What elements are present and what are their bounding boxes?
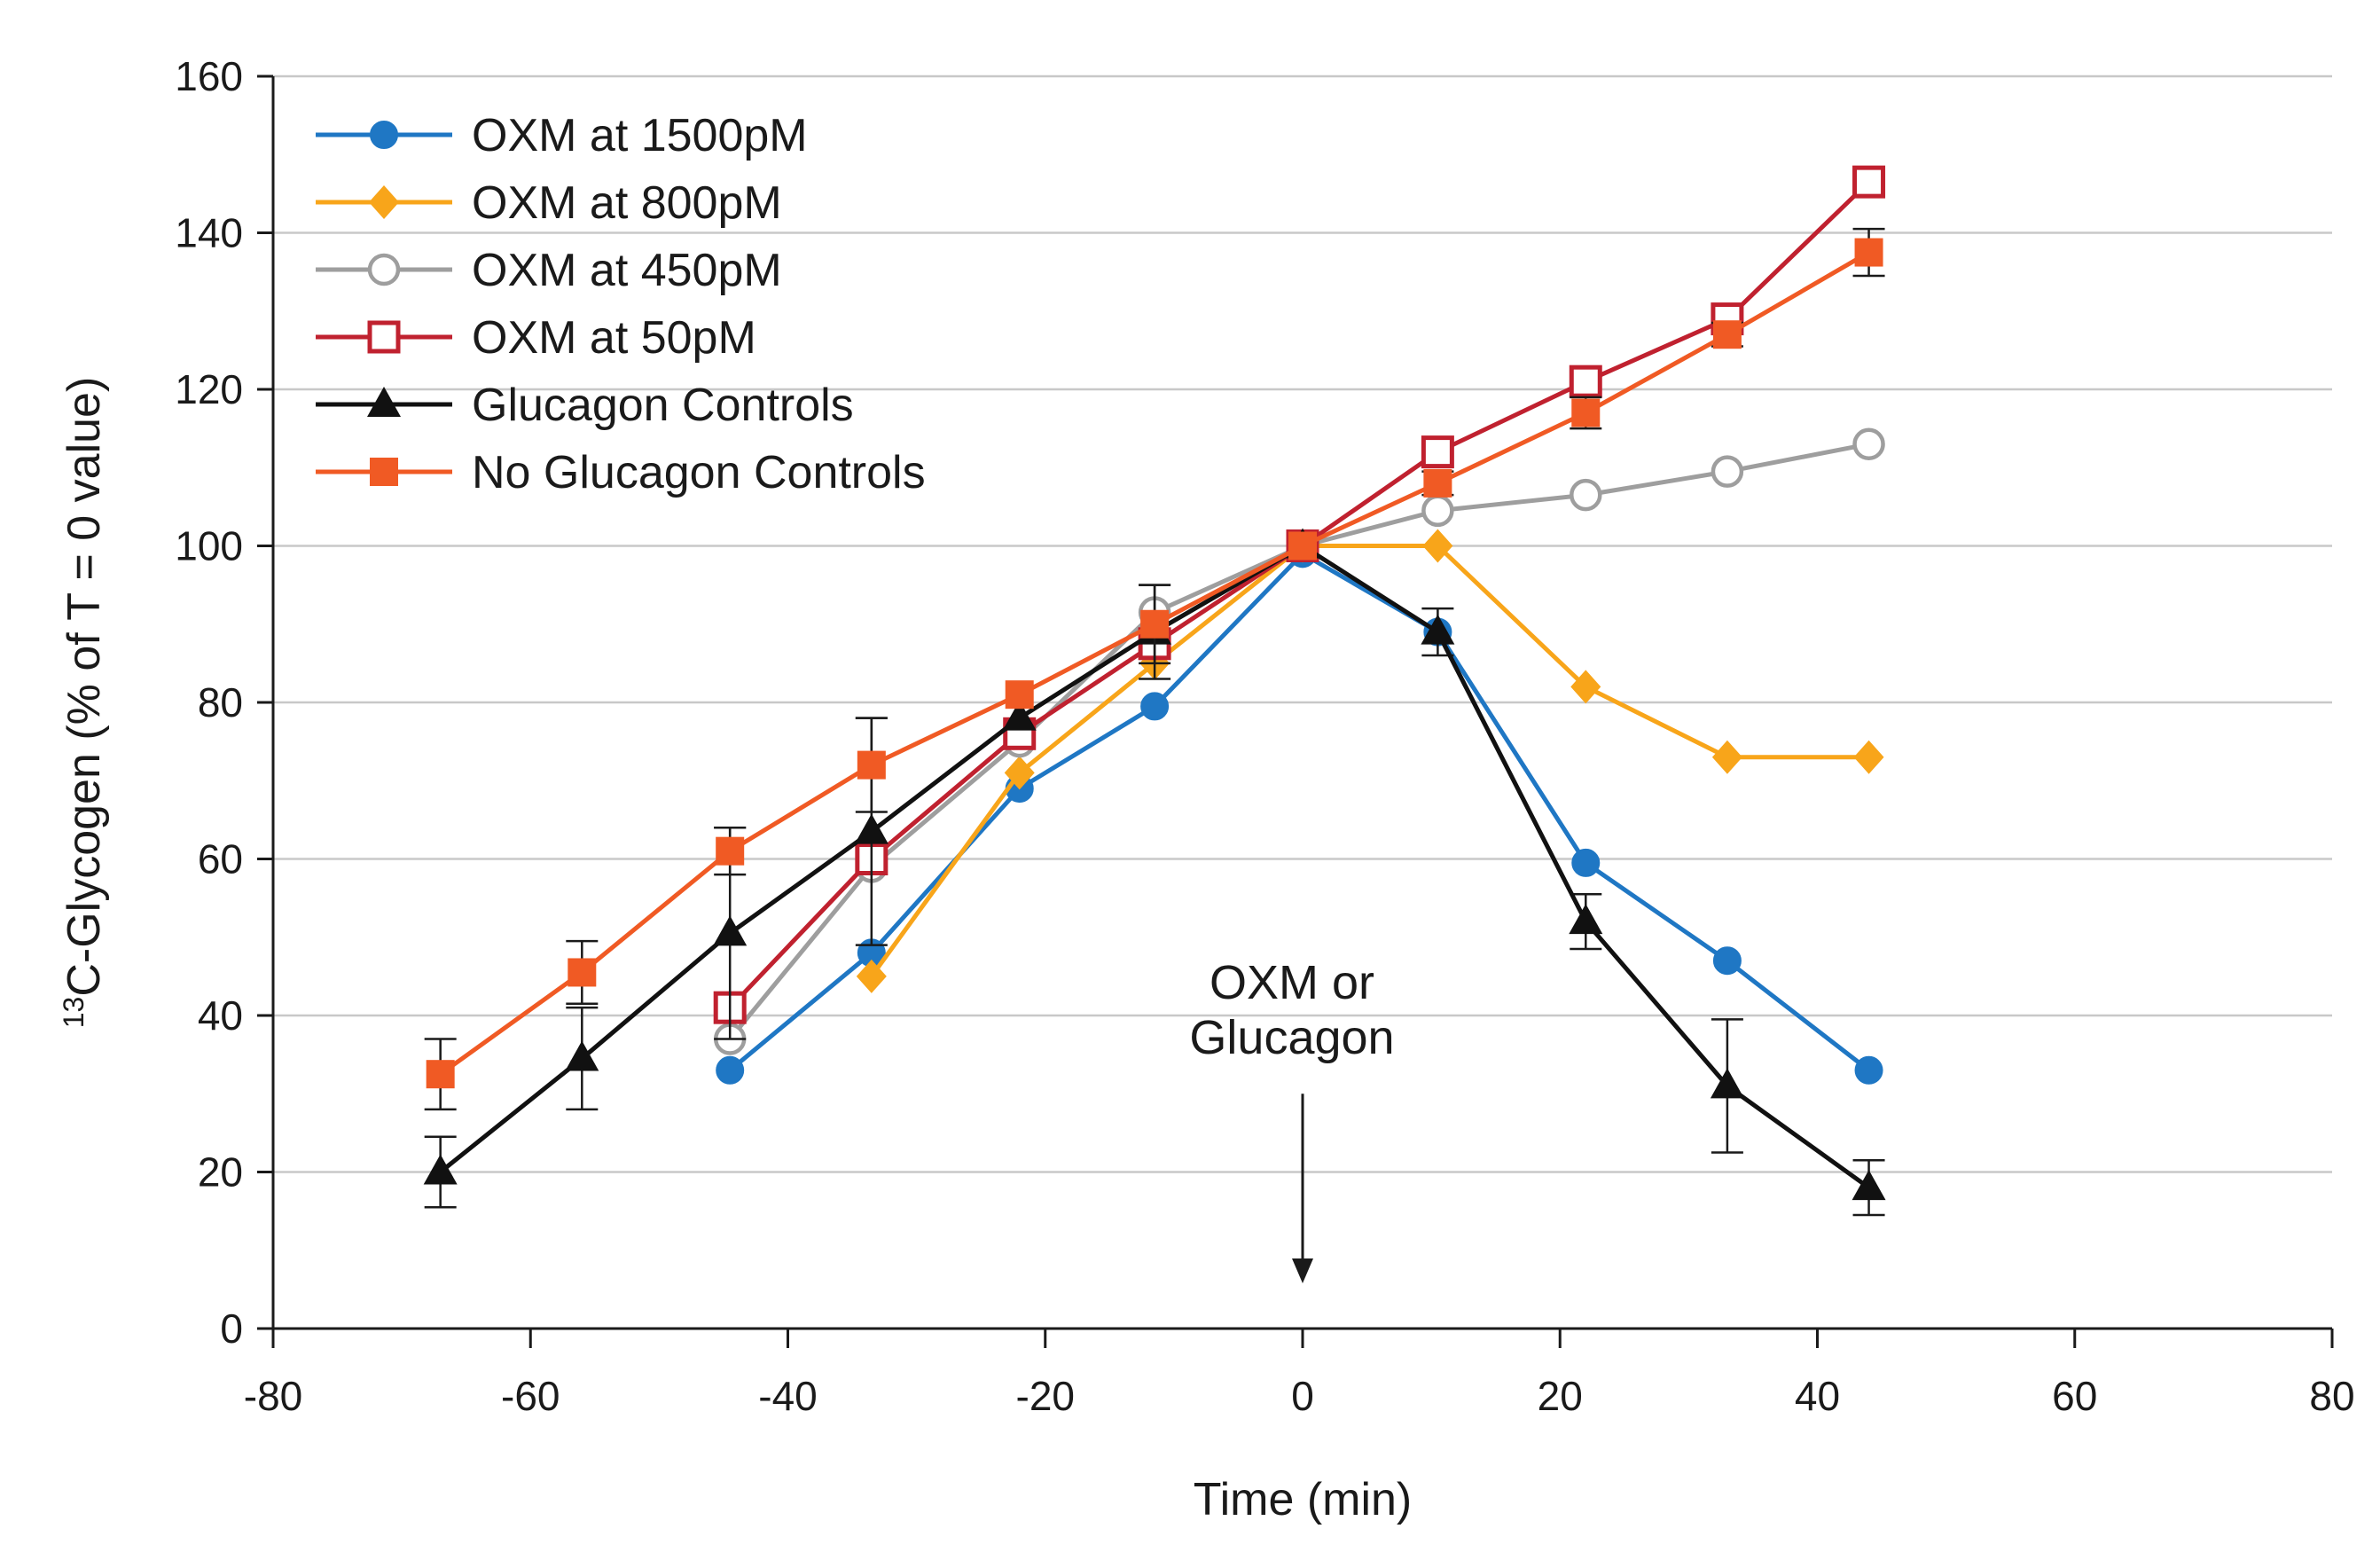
y-tick-label: 0 — [220, 1305, 243, 1352]
data-point — [1423, 468, 1452, 498]
data-point — [1712, 946, 1742, 976]
x-tick-label: -40 — [758, 1373, 817, 1419]
data-point — [1004, 756, 1035, 790]
data-point — [1422, 529, 1453, 563]
series-3 — [713, 165, 1886, 1024]
legend-label: Glucagon Controls — [472, 380, 854, 431]
x-tick-label: 40 — [1795, 1373, 1840, 1419]
data-point — [716, 836, 745, 866]
data-point — [1570, 478, 1602, 512]
data-point — [1852, 1170, 1886, 1201]
data-point — [716, 1055, 745, 1085]
data-point — [1569, 904, 1603, 935]
x-tick-label: -60 — [501, 1373, 560, 1419]
data-point — [1002, 700, 1037, 731]
data-point — [426, 1060, 455, 1089]
data-point — [1853, 740, 1884, 774]
series-5 — [424, 227, 1885, 1111]
annotation-arrow-head — [1292, 1258, 1313, 1284]
data-point — [1852, 427, 1885, 461]
data-point — [713, 915, 748, 946]
x-tick-label: 60 — [2052, 1373, 2097, 1419]
data-point — [1421, 614, 1455, 645]
legend-entry: OXM at 800pM — [316, 177, 782, 229]
x-axis-title: Time (min) — [1194, 1474, 1413, 1525]
y-tick-label: 40 — [198, 992, 243, 1039]
data-point — [1571, 848, 1601, 877]
legend-entry: No Glucagon Controls — [316, 447, 926, 498]
data-point — [856, 959, 887, 993]
legend-entry: OXM at 50pM — [316, 312, 756, 364]
legend-entry: Glucagon Controls — [316, 380, 854, 431]
y-tick-label: 120 — [175, 366, 243, 412]
data-point — [1852, 165, 1886, 199]
data-point — [1570, 670, 1601, 704]
data-point — [1140, 609, 1170, 639]
data-point — [854, 813, 889, 844]
data-point — [1712, 320, 1742, 349]
legend-marker — [367, 320, 401, 354]
x-tick-label: 20 — [1538, 1373, 1583, 1419]
annotation-text: OXM or — [1210, 956, 1374, 1009]
legend-label: OXM at 50pM — [472, 312, 756, 364]
legend-marker — [370, 121, 398, 149]
series-line — [728, 180, 1871, 1009]
legend: OXM at 1500pM OXM at 800pM OXM at 450pM OXM… — [316, 110, 926, 498]
data-point — [1421, 494, 1454, 528]
legend-entry: OXM at 450pM — [316, 245, 782, 296]
series-1 — [856, 529, 1884, 993]
data-point — [1854, 238, 1883, 267]
legend-entry: OXM at 1500pM — [316, 110, 808, 161]
data-point — [565, 1040, 599, 1071]
data-point — [1569, 365, 1602, 398]
y-axis-title-superscript: 13 — [58, 997, 90, 1029]
y-axis-title: 13C-Glycogen (% of T = 0 value) — [58, 377, 110, 1029]
data-point — [1711, 740, 1742, 774]
legend-marker — [370, 458, 398, 486]
data-point — [857, 750, 886, 780]
legend-label: No Glucagon Controls — [472, 447, 926, 498]
y-tick-label: 20 — [198, 1149, 243, 1196]
data-point — [1288, 531, 1317, 561]
x-tick-label: -20 — [1016, 1373, 1075, 1419]
legend-label: OXM at 1500pM — [472, 110, 808, 161]
y-tick-label: 140 — [175, 210, 243, 256]
legend-marker — [369, 185, 399, 219]
series-layer — [423, 165, 1886, 1217]
data-point — [568, 958, 597, 987]
axes: 0 20 40 60 80 100 120 140 160 -80 -60 -40 -20 0 20 40 60… — [58, 53, 2355, 1525]
data-point — [1005, 680, 1034, 710]
legend-label: OXM at 800pM — [472, 177, 782, 229]
y-axis-title-text: C-Glycogen (% of T = 0 value) — [59, 377, 110, 997]
annotation-text: Glucagon — [1189, 1011, 1394, 1064]
data-point — [1571, 398, 1601, 427]
data-point — [1421, 435, 1454, 469]
x-tick-label: -80 — [244, 1373, 302, 1419]
x-tick-label: 80 — [2309, 1373, 2354, 1419]
legend-marker — [367, 387, 401, 417]
data-point — [1140, 692, 1170, 721]
data-point — [1711, 455, 1744, 488]
y-tick-label: 60 — [198, 836, 243, 882]
y-tick-label: 160 — [175, 53, 243, 99]
legend-label: OXM at 450pM — [472, 245, 782, 296]
legend-marker — [367, 253, 401, 286]
x-tick-label: 0 — [1291, 1373, 1314, 1419]
data-point — [1710, 1068, 1744, 1099]
data-point — [423, 1154, 458, 1185]
y-tick-label: 100 — [175, 523, 243, 569]
series-line — [869, 544, 1869, 978]
data-point — [1854, 1055, 1883, 1085]
y-tick-label: 80 — [198, 679, 243, 725]
